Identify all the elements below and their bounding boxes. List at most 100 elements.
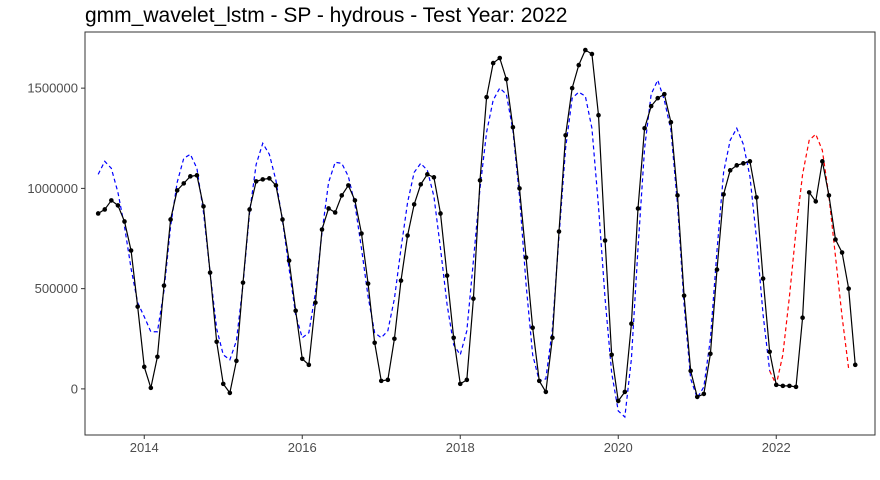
actual-data-point (95, 211, 101, 216)
x-tick-label: 2018 (446, 440, 475, 455)
actual-data-point (102, 207, 108, 212)
actual-data-point (168, 217, 173, 222)
actual-data-point (188, 174, 193, 179)
actual-data-point (773, 382, 779, 388)
actual-data-point (365, 281, 371, 286)
actual-data-point (754, 195, 759, 200)
actual-data-point (431, 175, 437, 180)
actual-data-point (260, 177, 266, 182)
x-tick-label: 2014 (130, 440, 159, 455)
actual-data-point (207, 270, 213, 275)
actual-data-point (326, 206, 331, 211)
actual-data-point (418, 182, 424, 187)
actual-data-point (820, 159, 825, 164)
actual-data-point (523, 255, 529, 260)
actual-data-point (451, 335, 456, 341)
actual-data-point (128, 248, 134, 253)
actual-data-point (741, 161, 746, 166)
actual-data-point (319, 227, 325, 232)
actual-data-point (852, 362, 858, 368)
actual-data-point (504, 76, 509, 82)
actual-data-point (846, 286, 851, 291)
actual-data-point (536, 378, 542, 384)
actual-data-point (378, 378, 384, 384)
actual-data-point (201, 204, 206, 209)
actual-data-point (385, 377, 391, 383)
actual-data-point (760, 276, 766, 281)
actual-data-point (220, 381, 226, 387)
actual-data-point (438, 211, 443, 216)
actual-data-point (411, 202, 417, 207)
actual-data-point (240, 280, 246, 285)
actual-data-point (708, 351, 713, 357)
actual-data-point (668, 119, 674, 125)
actual-data-point (629, 321, 634, 327)
actual-data-point (609, 352, 614, 358)
actual-data-point (589, 51, 595, 57)
actual-data-point (655, 95, 661, 101)
actual-data-point (596, 112, 601, 118)
actual-data-point (490, 60, 496, 66)
actual-data-point (688, 368, 693, 374)
actual-data-point (425, 172, 430, 177)
actual-data-point (352, 198, 358, 203)
actual-data-point (806, 190, 812, 195)
actual-data-point (642, 125, 647, 131)
actual-data-point (372, 340, 377, 346)
actual-data-point (444, 273, 450, 278)
actual-data-point (346, 183, 351, 188)
actual-data-point (115, 203, 121, 208)
actual-data-point (155, 354, 160, 360)
actual-data-point (280, 217, 285, 222)
actual-data-point (234, 358, 239, 364)
actual-data-point (622, 389, 628, 395)
actual-data-point (141, 364, 147, 370)
actual-data-point (477, 178, 483, 183)
actual-data-point (181, 181, 187, 186)
chart-title: gmm_wavelet_lstm - SP - hydrous - Test Y… (85, 4, 567, 27)
actual-data-point (563, 132, 568, 138)
actual-data-point (550, 335, 555, 341)
actual-data-point (793, 384, 799, 390)
actual-data-point (813, 199, 819, 204)
x-axis: 2014 2016 2018 2020 2022 (130, 435, 791, 455)
actual-data-point (701, 391, 707, 397)
actual-data-point (602, 238, 608, 243)
actual-data-point (398, 278, 404, 283)
actual-data-point (122, 219, 127, 224)
actual-data-point (681, 293, 687, 298)
x-tick-label: 2016 (288, 440, 317, 455)
actual-data-point (517, 186, 522, 191)
x-tick-label: 2020 (604, 440, 633, 455)
actual-data-point (161, 283, 167, 288)
actual-data-point (543, 389, 549, 395)
x-tick-label: 2022 (762, 440, 791, 455)
actual-data-point (675, 193, 680, 198)
actual-data-point (583, 47, 588, 53)
actual-data-point (497, 55, 503, 61)
actual-data-point (135, 304, 140, 309)
actual-data-point (839, 250, 845, 255)
actual-data-point (148, 385, 154, 391)
actual-data-point (214, 339, 219, 345)
actual-data-point (648, 103, 654, 109)
actual-data-point (484, 94, 489, 100)
y-tick-label: 0 (71, 381, 78, 396)
actual-data-point (780, 383, 786, 389)
actual-data-point (392, 336, 397, 342)
actual-data-point (714, 267, 720, 272)
actual-data-point (569, 85, 575, 91)
forecast-series-line (769, 133, 850, 387)
actual-data-point (727, 168, 733, 173)
actual-data-point (405, 233, 410, 238)
y-axis: 0 500000 1000000 1500000 (27, 81, 85, 396)
actual-data-point (339, 193, 345, 198)
actual-data-point (833, 237, 838, 242)
actual-data-point (299, 356, 305, 362)
actual-data-point (174, 188, 180, 193)
actual-data-point (267, 176, 272, 181)
y-tick-label: 1500000 (27, 81, 78, 96)
actual-data-point (471, 296, 476, 301)
actual-data-point (615, 398, 621, 404)
